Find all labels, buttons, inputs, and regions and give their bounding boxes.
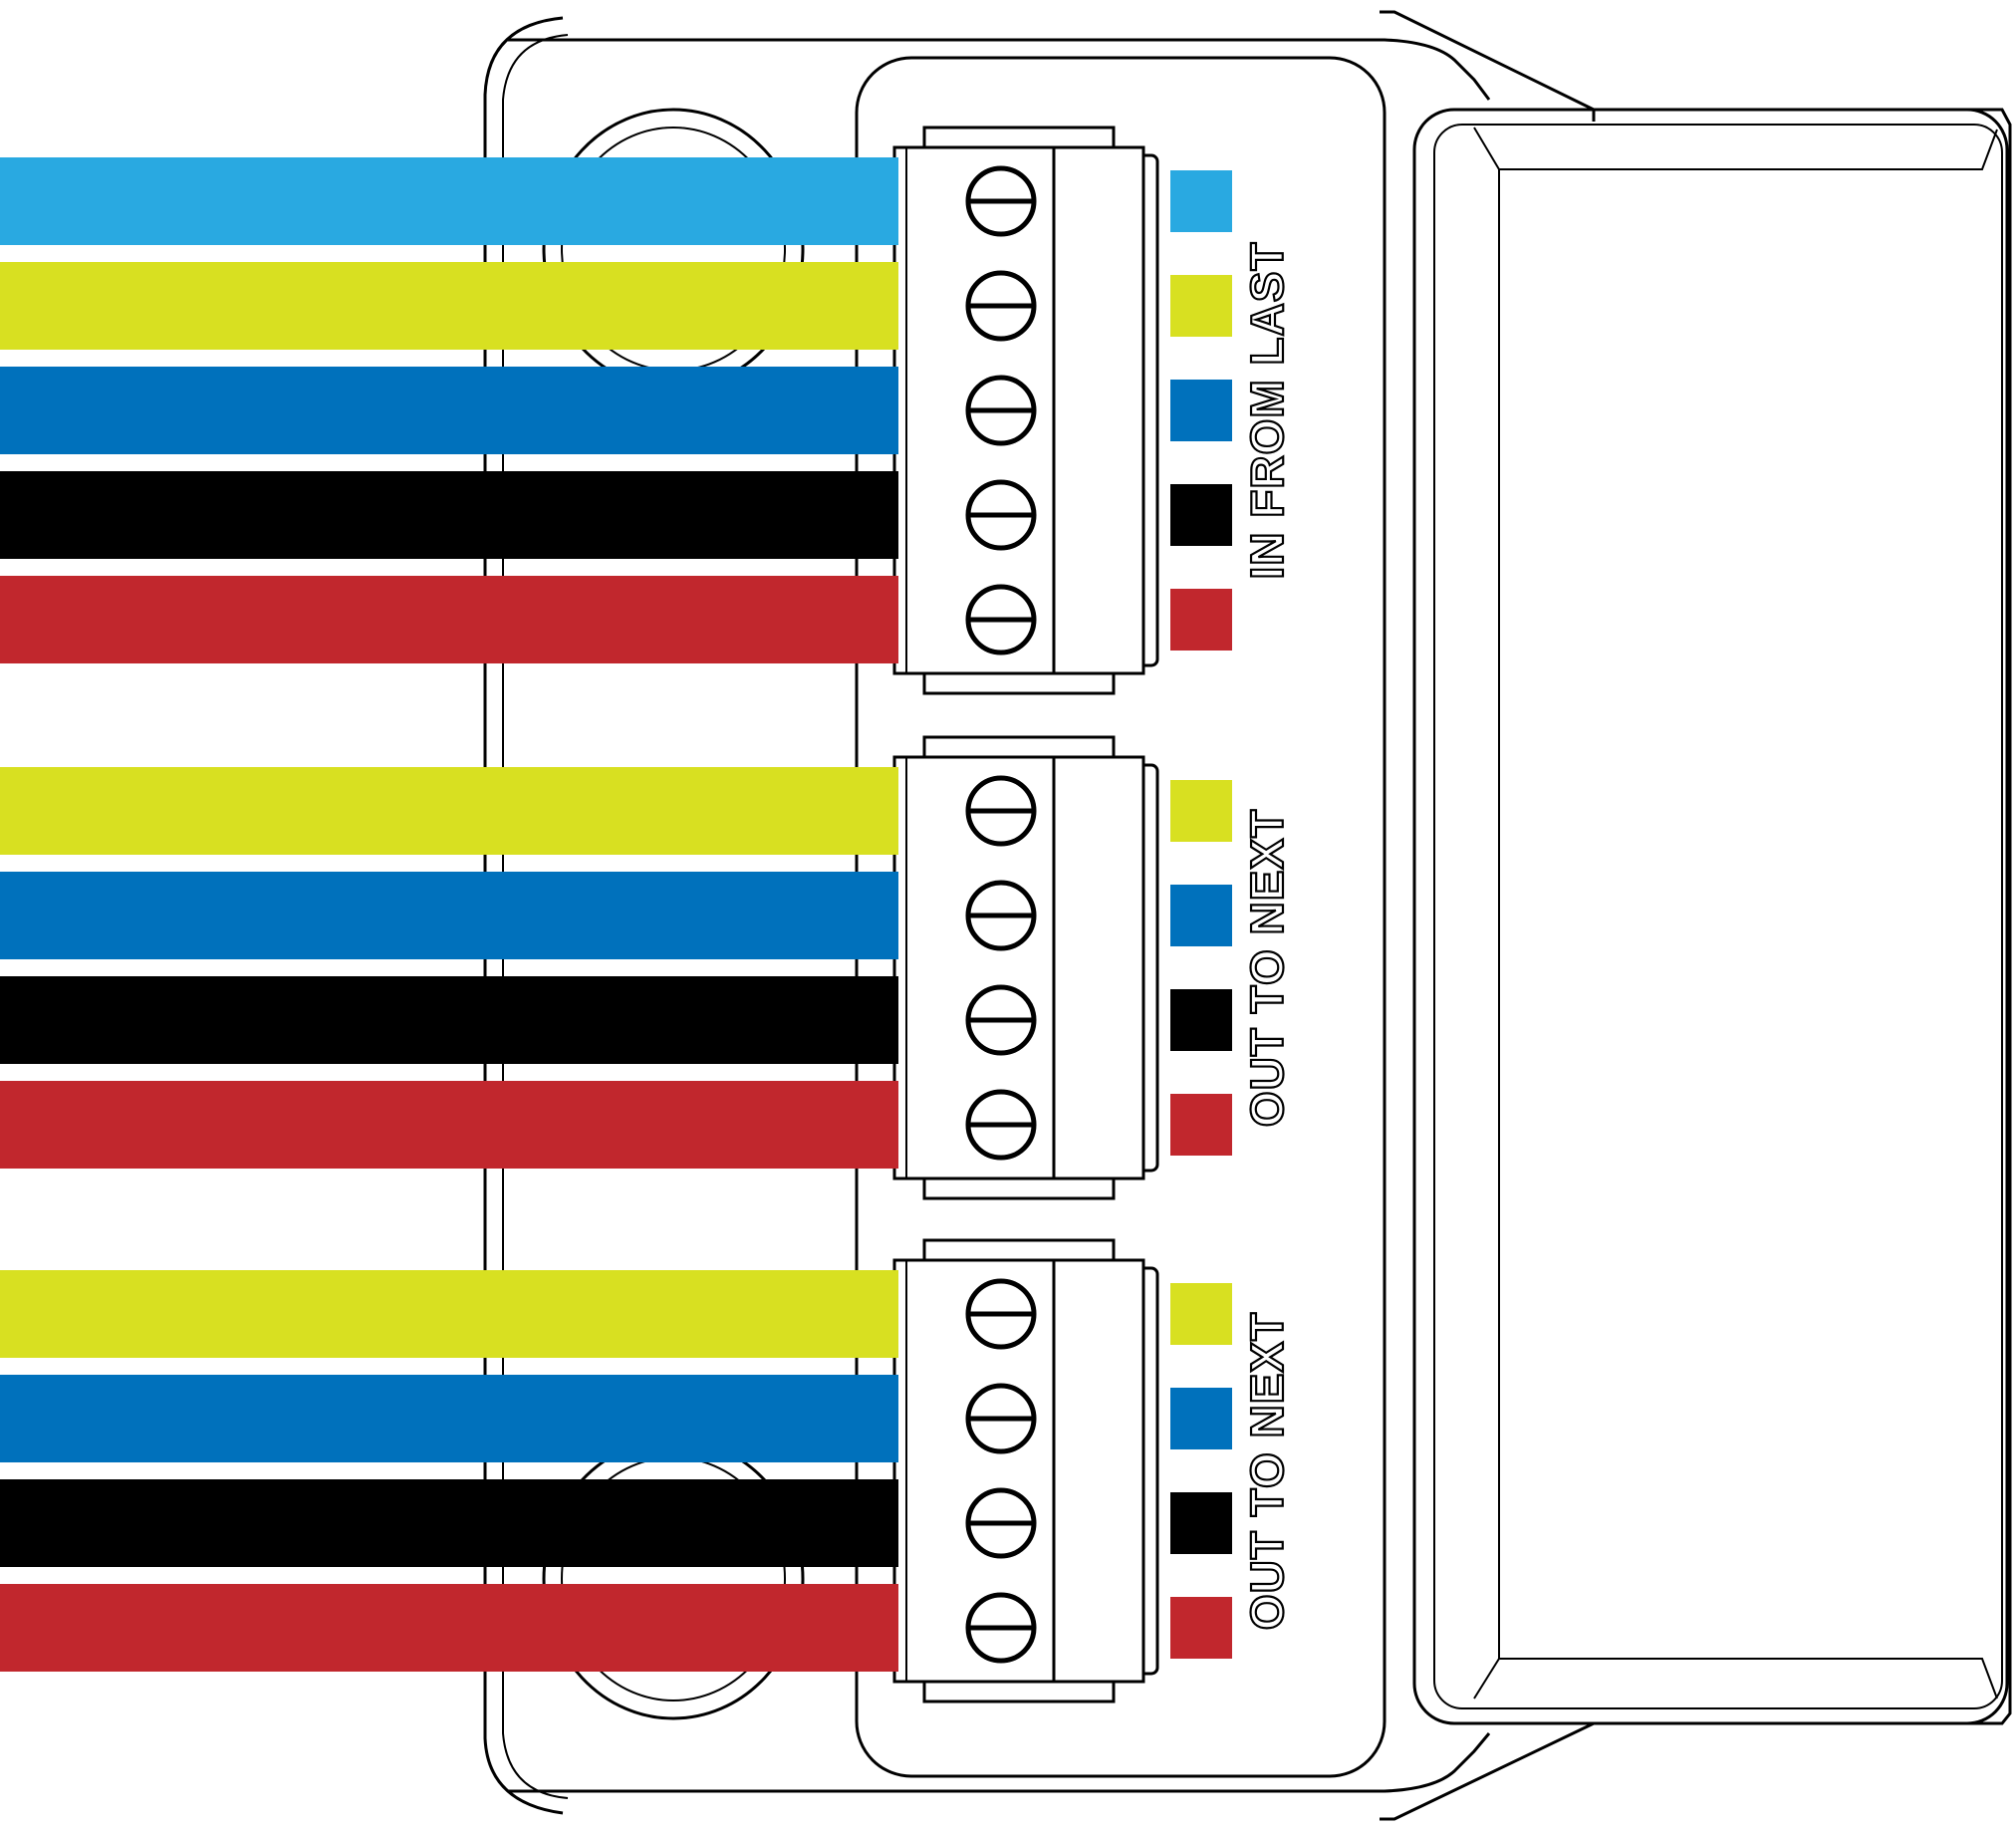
wire-blue [0,367,898,454]
wire-color-swatch [1170,780,1232,842]
screw-terminal-icon[interactable] [965,1487,1037,1559]
screw-terminal-icon[interactable] [965,880,1037,951]
screw-terminal-icon[interactable] [965,1592,1037,1664]
screw-terminal-icon[interactable] [965,165,1037,237]
terminal-block-1: IN FROM LAST [0,126,1294,695]
block-label: IN FROM LAST [1241,241,1293,579]
wire-red [0,1081,898,1169]
wire-color-swatch [1170,275,1232,337]
housing-outline [483,10,2012,1821]
wire-color-swatch [1170,989,1232,1051]
screw-terminal-icon[interactable] [965,984,1037,1056]
wire-yellow [0,767,898,855]
wire-black [0,1479,898,1567]
wire-color-swatch [1170,885,1232,946]
wire-color-swatch [1170,380,1232,441]
wire-black [0,471,898,559]
wire-color-swatch [1170,170,1232,232]
screw-terminal-icon[interactable] [965,375,1037,446]
wire-yellow [0,1270,898,1358]
wire-color-swatch [1170,1094,1232,1156]
screw-terminal-icon[interactable] [965,270,1037,342]
wire-blue [0,1375,898,1462]
terminal-blocks: IN FROM LAST OUT TO NEXT OUT TO NEXT [0,126,1294,1703]
wire-color-swatch [1170,1492,1232,1554]
wire-yellow [0,262,898,350]
wire-black [0,976,898,1064]
screw-terminal-icon[interactable] [965,1278,1037,1350]
terminal-block-3: OUT TO NEXT [0,1238,1294,1703]
wire-blue [0,872,898,959]
screw-terminal-icon[interactable] [965,1383,1037,1454]
screw-terminal-icon[interactable] [965,1089,1037,1161]
screw-terminal-icon[interactable] [965,775,1037,847]
wire-color-swatch [1170,484,1232,546]
wire-color-swatch [1170,1388,1232,1449]
block-label: OUT TO NEXT [1241,1312,1293,1630]
screw-terminal-icon[interactable] [965,584,1037,655]
wire-color-swatch [1170,1283,1232,1345]
wire-red [0,1584,898,1672]
wire-color-swatch [1170,589,1232,651]
wire-red [0,576,898,663]
terminal-block-2: OUT TO NEXT [0,735,1294,1200]
wire-color-swatch [1170,1597,1232,1659]
wire-cyan [0,157,898,245]
screw-terminal-icon[interactable] [965,479,1037,551]
block-label: OUT TO NEXT [1241,809,1293,1127]
